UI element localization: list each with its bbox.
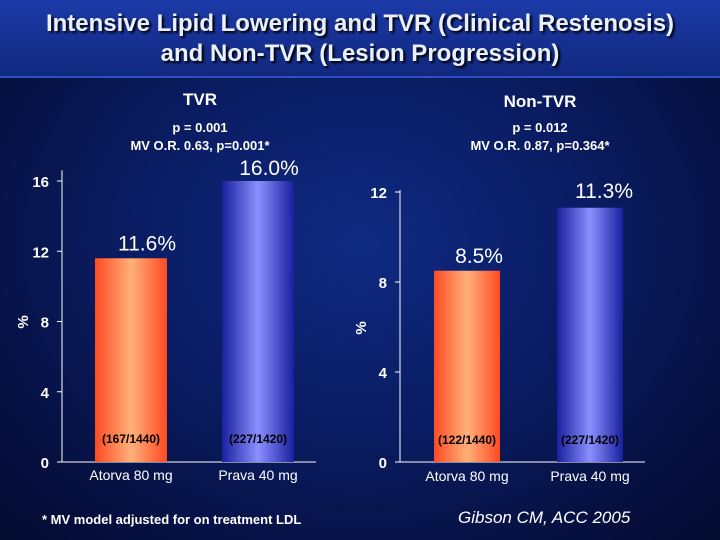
non-tvr-value-label: 8.5% xyxy=(455,245,503,268)
tvr-mv-or: MV O.R. 0.63, p=0.001* xyxy=(130,138,270,153)
tvr-y-tick-label: 8 xyxy=(41,315,49,332)
tvr-bar-prava xyxy=(222,181,294,462)
non-tvr-category-label: Atorva 80 mg xyxy=(425,468,508,484)
tvr-category-label: Atorva 80 mg xyxy=(89,467,172,483)
tvr-value-label: 16.0% xyxy=(239,157,299,180)
tvr-y-tick-label: 16 xyxy=(32,174,49,191)
non-tvr-value-label: 11.3% xyxy=(575,180,633,203)
tvr-header: TVR p = 0.001 MV O.R. 0.63, p=0.001* xyxy=(80,90,320,153)
tvr-category-label: Prava 40 mg xyxy=(218,467,297,483)
non-tvr-y-tick-label: 12 xyxy=(370,185,387,202)
slide-title-line-1: Intensive Lipid Lowering and TVR (Clinic… xyxy=(45,10,675,37)
non-tvr-bar-atorva xyxy=(434,270,500,462)
tvr-y-tick-label: 4 xyxy=(41,385,50,402)
non-tvr-mv-or: MV O.R. 0.87, p=0.364* xyxy=(470,138,610,153)
slide-title-line-2: and Non-TVR (Lesion Progression) xyxy=(160,40,560,67)
non-tvr-category-label: Prava 40 mg xyxy=(550,468,629,484)
tvr-value-label: 11.6% xyxy=(118,232,176,255)
non-tvr-count-label: (227/1420) xyxy=(561,433,619,447)
tvr-bar-atorva xyxy=(95,258,167,462)
tvr-count-label: (227/1420) xyxy=(229,432,287,446)
tvr-y-axis-label: % xyxy=(15,315,32,328)
tvr-count-label: (167/1440) xyxy=(102,432,160,446)
tvr-y-tick-label: 12 xyxy=(32,244,49,261)
tvr-p-value: p = 0.001 xyxy=(172,120,228,135)
tvr-title: TVR xyxy=(183,90,217,109)
footnote: * MV model adjusted for on treatment LDL xyxy=(42,512,302,527)
tvr-y-tick-label: 0 xyxy=(41,455,49,472)
non-tvr-y-axis-label: % xyxy=(353,321,370,334)
non-tvr-y-tick-label: 4 xyxy=(379,365,388,382)
non-tvr-title: Non-TVR xyxy=(503,92,577,111)
non-tvr-header: Non-TVR p = 0.012 MV O.R. 0.87, p=0.364* xyxy=(420,90,660,153)
citation: Gibson CM, ACC 2005 xyxy=(458,508,631,527)
non-tvr-y-tick-label: 8 xyxy=(379,275,387,292)
non-tvr-y-tick-label: 0 xyxy=(379,455,387,472)
non-tvr-bar-prava xyxy=(557,207,623,462)
non-tvr-count-label: (122/1440) xyxy=(438,433,496,447)
title-bar: Intensive Lipid Lowering and TVR (Clinic… xyxy=(0,0,720,78)
non-tvr-p-value: p = 0.012 xyxy=(512,120,568,135)
